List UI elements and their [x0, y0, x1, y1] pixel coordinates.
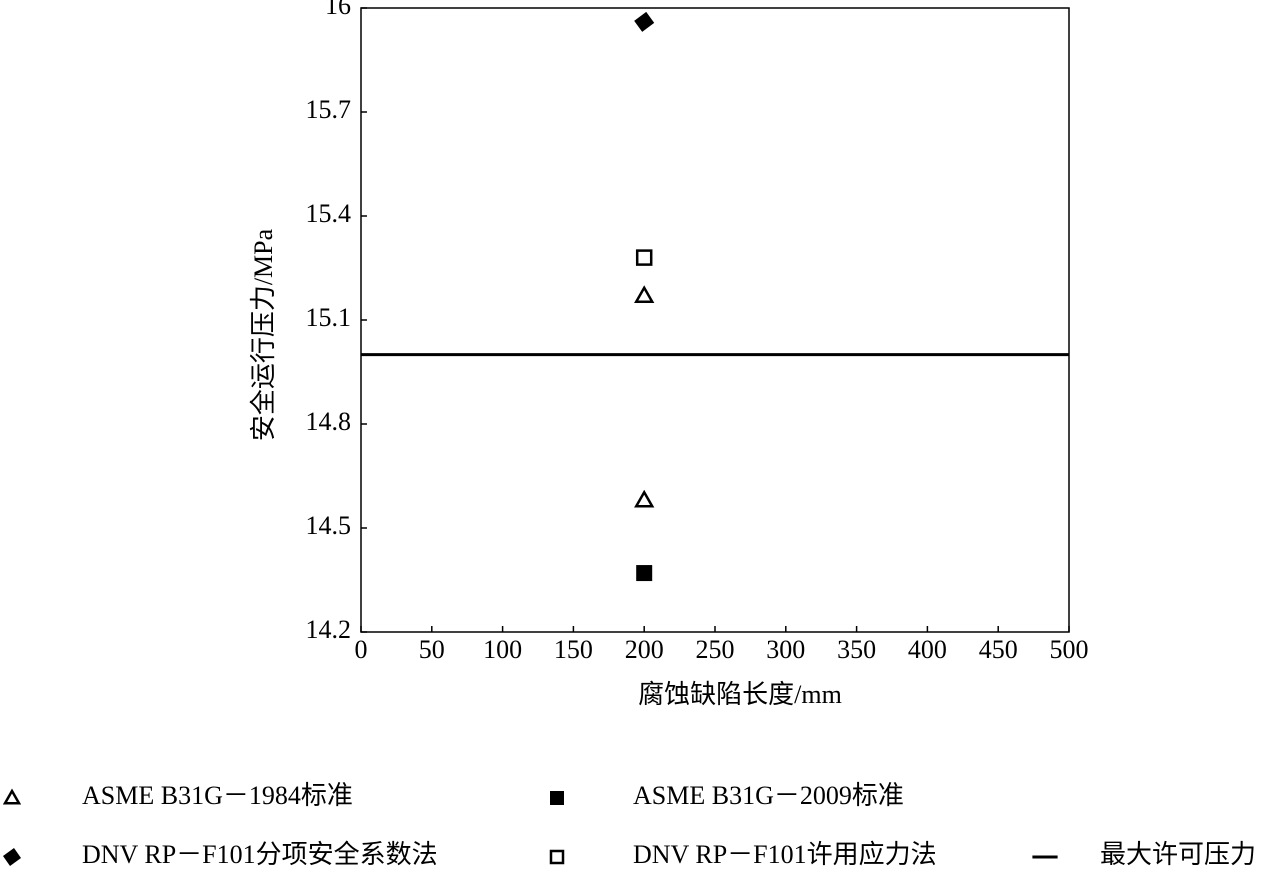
legend-label: DNV RP－F101许用应力法: [633, 840, 937, 869]
point: [635, 249, 653, 266]
x-tick-label: 50: [419, 635, 445, 664]
x-tick-label: 300: [766, 635, 805, 664]
legend-label: ASME B31G－1984标准: [82, 781, 353, 810]
legend-marker: [549, 849, 565, 865]
y-tick-label: 15.4: [306, 199, 352, 228]
point: [634, 285, 655, 303]
y-tick-label: 15.7: [306, 95, 352, 124]
point: [636, 565, 653, 582]
y-tick-label: 16: [325, 0, 351, 20]
x-axis-label: 腐蚀缺陷长度/mm: [638, 680, 842, 709]
x-tick-label: 0: [355, 635, 368, 664]
y-axis-label: 安全运行压力/MPa: [249, 228, 278, 441]
x-tick-label: 150: [554, 635, 593, 664]
legend-label: 最大许可压力: [1100, 840, 1256, 869]
x-tick-label: 400: [908, 635, 947, 664]
y-tick-label: 14.5: [306, 511, 352, 540]
plot-frame: [360, 7, 1070, 633]
x-tick-label: 350: [837, 635, 876, 664]
x-tick-label: 450: [979, 635, 1018, 664]
x-tick-label: 200: [625, 635, 664, 664]
x-tick-label: 500: [1050, 635, 1089, 664]
legend-label: DNV RP－F101分项安全系数法: [82, 840, 438, 869]
x-tick-label: 100: [483, 635, 522, 664]
point: [634, 11, 655, 32]
point: [634, 489, 655, 508]
legend-label: ASME B31G－2009标准: [633, 781, 904, 810]
x-tick-label: 250: [696, 635, 735, 664]
y-tick-label: 14.2: [306, 615, 352, 644]
y-tick-label: 14.8: [306, 407, 352, 436]
y-tick-label: 15.1: [306, 303, 352, 332]
legend-marker: [550, 791, 564, 805]
legend-marker: [2, 788, 22, 805]
legend-marker: [3, 848, 21, 866]
